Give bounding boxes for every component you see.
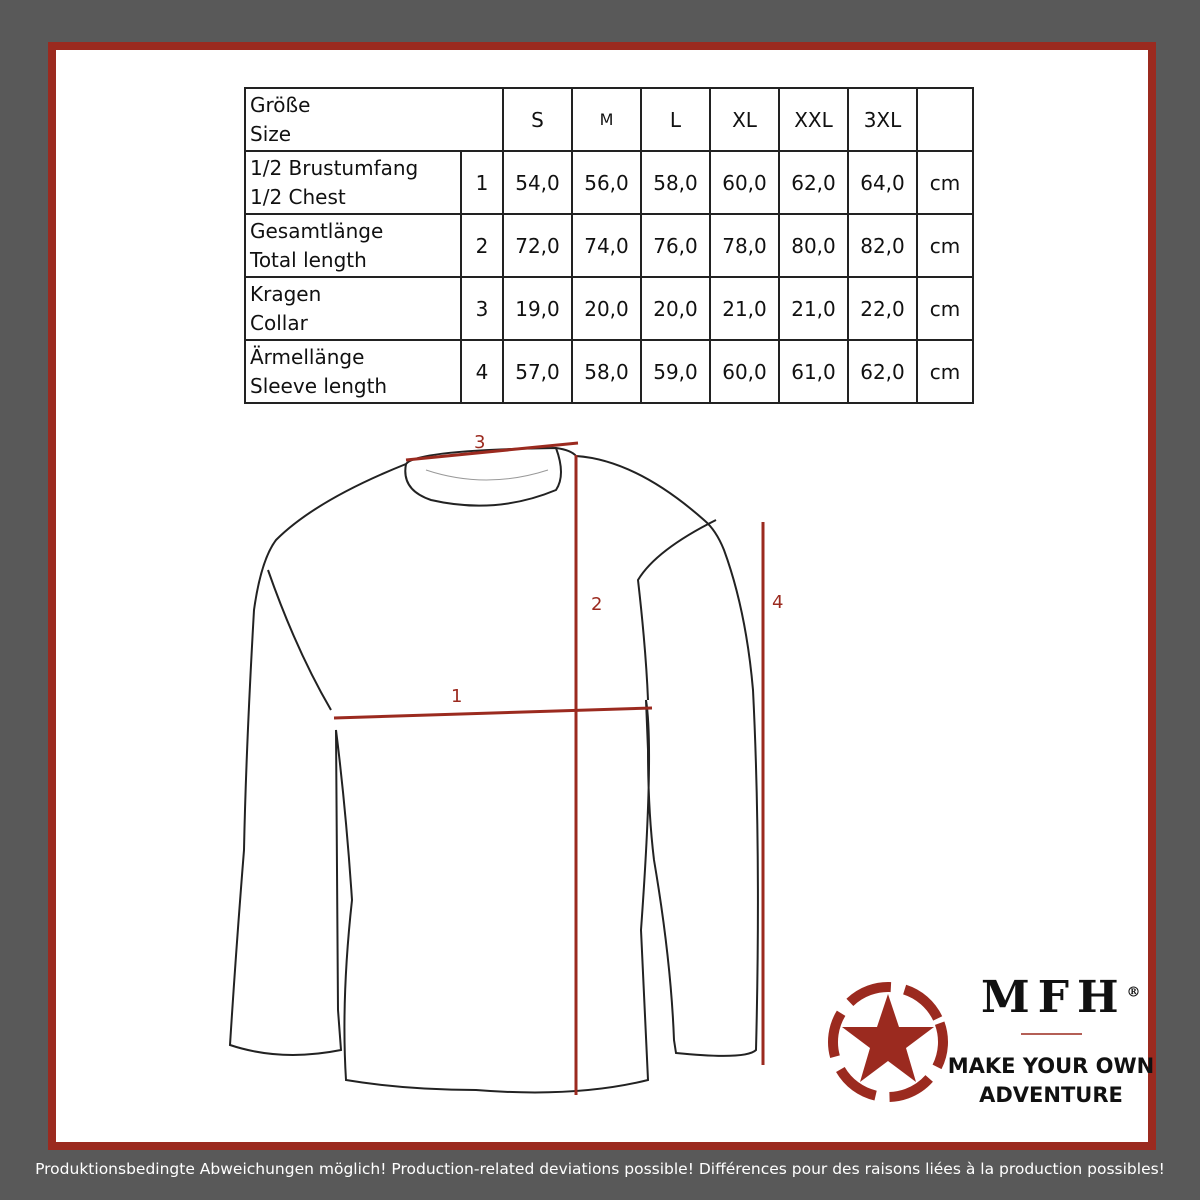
- size-3xl: 3XL: [847, 87, 918, 152]
- value-cell: 62,0: [778, 150, 849, 215]
- size-header-de: Größe: [250, 92, 311, 117]
- measure-label-1: 1: [451, 686, 462, 707]
- measure-label-3: 3: [474, 432, 485, 453]
- measure-label-2: 2: [591, 594, 602, 615]
- brand-logo: MFH®: [981, 972, 1141, 1023]
- value-cell: 20,0: [571, 276, 642, 341]
- value-cell: 78,0: [709, 213, 780, 278]
- measure-line-1: [333, 706, 653, 720]
- size-header-en: Size: [250, 121, 292, 146]
- measure-lines: [333, 441, 765, 1095]
- slogan-line-2: ADVENTURE: [979, 1083, 1123, 1107]
- value-cell: 62,0: [847, 339, 918, 404]
- slogan: MAKE YOUR OWN ADVENTURE: [946, 1052, 1156, 1110]
- registered-mark: ®: [1126, 984, 1141, 1001]
- row-number: 4: [460, 339, 504, 404]
- value-cell: 56,0: [571, 150, 642, 215]
- value-cell: 21,0: [778, 276, 849, 341]
- row-label-de: Gesamtlänge: [250, 218, 384, 243]
- unit-cell: cm: [916, 150, 974, 215]
- value-cell: 19,0: [502, 276, 573, 341]
- value-cell: 61,0: [778, 339, 849, 404]
- value-cell: 54,0: [502, 150, 573, 215]
- value-cell: 22,0: [847, 276, 918, 341]
- brand-name: MFH: [981, 972, 1127, 1023]
- size-xl: XL: [709, 87, 780, 152]
- row-label-en: Sleeve length: [250, 373, 388, 398]
- size-xxl: XXL: [778, 87, 849, 152]
- value-cell: 82,0: [847, 213, 918, 278]
- row-number: 2: [460, 213, 504, 278]
- row-label-en: 1/2 Chest: [250, 184, 346, 209]
- row-label: 1/2 Brustumfang 1/2 Chest: [244, 150, 462, 215]
- table-row: Gesamtlänge Total length 2 72,0 74,0 76,0 78,0…: [244, 213, 974, 278]
- unit-cell: cm: [916, 213, 974, 278]
- row-label: Gesamtlänge Total length: [244, 213, 462, 278]
- shirt-diagram: 1 2 3 4: [228, 432, 1082, 1102]
- shirt-outline: [228, 446, 759, 1094]
- row-label-en: Total length: [250, 247, 367, 272]
- table-row: 1/2 Brustumfang 1/2 Chest 1 54,0 56,0 58,0 60,…: [244, 150, 974, 215]
- row-number: 3: [460, 276, 504, 341]
- measure-label-4: 4: [772, 592, 783, 613]
- table-row: Kragen Collar 3 19,0 20,0 20,0 21,0 21,0 22,0 cm: [244, 276, 974, 341]
- value-cell: 76,0: [640, 213, 711, 278]
- table-header-row: Größe Size S M L XL XXL 3XL: [244, 87, 974, 152]
- value-cell: 60,0: [709, 339, 780, 404]
- empty-cell: [916, 87, 974, 152]
- star-in-circle-icon: [828, 982, 948, 1102]
- row-label-de: 1/2 Brustumfang: [250, 155, 419, 180]
- chart-frame: Größe Size S M L XL XXL 3XL 1/2 Brustumfa…: [48, 42, 1156, 1150]
- size-l: L: [640, 87, 711, 152]
- value-cell: 58,0: [640, 150, 711, 215]
- measure-line-3: [405, 441, 579, 462]
- value-cell: 72,0: [502, 213, 573, 278]
- value-cell: 80,0: [778, 213, 849, 278]
- unit-cell: cm: [916, 339, 974, 404]
- size-table: Größe Size S M L XL XXL 3XL 1/2 Brustumfa…: [244, 87, 974, 404]
- size-s: S: [502, 87, 573, 152]
- table-row: Ärmellänge Sleeve length 4 57,0 58,0 59,0 60,0…: [244, 339, 974, 404]
- slogan-line-1: MAKE YOUR OWN: [947, 1054, 1155, 1078]
- value-cell: 57,0: [502, 339, 573, 404]
- size-header: Größe Size: [244, 87, 504, 152]
- value-cell: 20,0: [640, 276, 711, 341]
- row-label-de: Kragen: [250, 281, 322, 306]
- footer-disclaimer: Produktionsbedingte Abweichungen möglich…: [35, 1160, 1165, 1178]
- value-cell: 59,0: [640, 339, 711, 404]
- value-cell: 21,0: [709, 276, 780, 341]
- value-cell: 74,0: [571, 213, 642, 278]
- value-cell: 60,0: [709, 150, 780, 215]
- value-cell: 64,0: [847, 150, 918, 215]
- value-cell: 58,0: [571, 339, 642, 404]
- row-label-de: Ärmellänge: [250, 344, 365, 369]
- row-label: Ärmellänge Sleeve length: [244, 339, 462, 404]
- row-number: 1: [460, 150, 504, 215]
- row-label: Kragen Collar: [244, 276, 462, 341]
- size-m: M: [571, 87, 642, 152]
- unit-cell: cm: [916, 276, 974, 341]
- row-label-en: Collar: [250, 310, 308, 335]
